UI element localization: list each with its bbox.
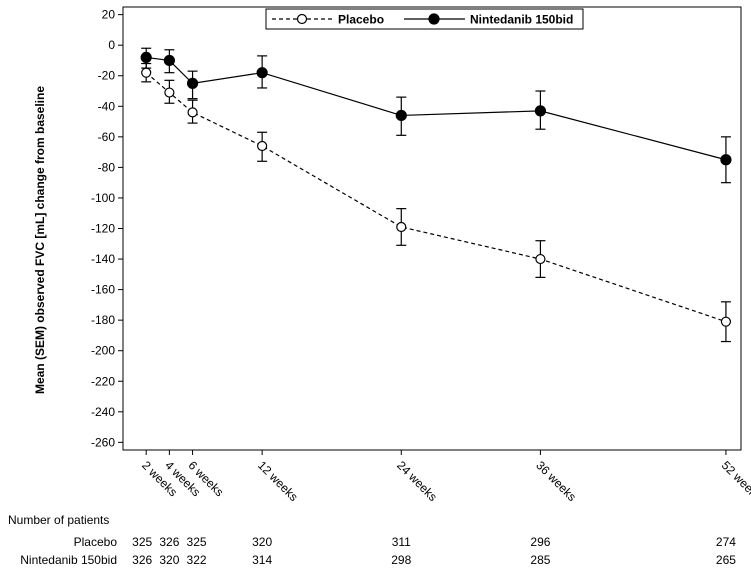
table-cell: 265 [716,553,736,567]
legend-label-placebo: Placebo [338,13,384,27]
data-point [396,221,407,233]
data-point [720,316,732,327]
y-tick-label: -60 [98,130,116,144]
y-tick-label: -200 [91,344,115,358]
table-cell: 285 [530,553,550,567]
y-axis-label: Mean (SEM) observed FVC [mL] change from… [33,86,47,394]
x-tick-label: 52 weeks [719,458,751,504]
y-tick-label: -180 [91,313,115,327]
data-point [187,107,198,118]
y-tick-label: -40 [98,99,116,113]
table-cell: 320 [159,553,179,567]
table-cell: 314 [252,553,272,567]
table-row-label: Placebo [74,535,118,549]
x-tick-label: 12 weeks [255,458,301,504]
data-point [395,109,407,122]
table-cell: 311 [392,535,411,549]
table-cell: 325 [187,535,207,549]
data-point [720,154,732,166]
table-cell: 296 [530,535,550,549]
x-tick-label: 24 weeks [394,458,440,504]
y-tick-label: 0 [108,38,115,52]
series-line [146,56,727,161]
series-placebo [141,62,732,343]
table-cell: 298 [391,553,411,567]
y-tick-label: -220 [91,374,115,388]
data-point [534,105,547,117]
x-tick-label: 36 weeks [533,458,579,504]
data-point [257,140,268,152]
y-tick-label: -80 [98,160,116,174]
data-point [535,253,546,265]
table-cell: 326 [132,553,152,567]
data-point [256,67,268,79]
table-header: Number of patients [8,513,109,527]
plot-frame [122,6,742,451]
data-point [186,77,199,89]
number-of-patients-table: Number of patients Placebo 325 326 325 320 311… [8,513,736,567]
data-point [140,51,152,64]
table-cell: 326 [159,535,179,549]
legend-marker-placebo [296,13,308,25]
legend-label-nintedanib: Nintedanib 150bid [470,13,573,27]
table-row-label: Nintedanib 150bid [20,553,117,567]
y-tick-label: -240 [91,405,115,419]
table-cell: 322 [187,553,207,567]
data-point [141,67,152,78]
table-cell: 325 [132,535,152,549]
y-tick-label: -160 [91,283,115,297]
data-point [164,87,175,98]
plot-area: 20 0 -20 -40 -60 -80 -100 -120 -140 -160 -180 -200 -… [91,6,751,504]
y-tick-label: -120 [91,222,115,236]
y-tick-label: -260 [91,435,115,449]
y-tick-label: 20 [102,8,116,22]
legend: Placebo Nintedanib 150bid [265,8,584,30]
series-nintedanib [140,47,732,184]
series-line [145,72,727,323]
data-point [163,54,175,67]
y-tick-label: -140 [91,252,115,266]
table-cell: 274 [716,535,736,549]
y-tick-label: -100 [91,191,115,205]
y-tick-label: -20 [98,69,116,83]
table-cell: 320 [252,535,272,549]
legend-marker-nintedanib [428,13,440,25]
